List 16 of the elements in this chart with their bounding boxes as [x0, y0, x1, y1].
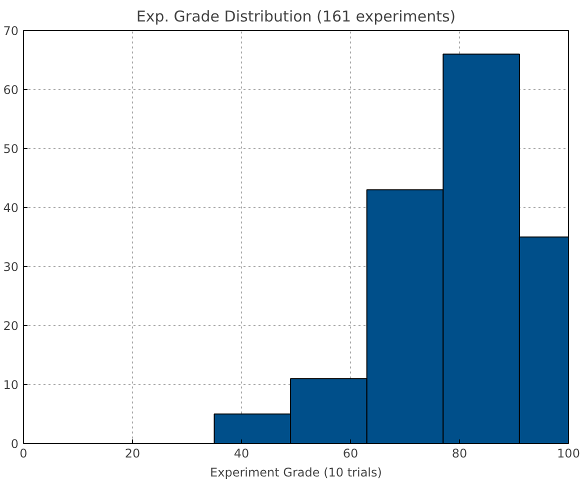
x-tick-label: 0	[20, 446, 28, 460]
y-tick-label: 50	[3, 142, 19, 156]
y-tick-label: 20	[3, 319, 19, 333]
x-tick-label: 100	[557, 446, 580, 460]
y-tick-label: 10	[3, 378, 19, 392]
y-tick-label: 0	[10, 437, 19, 451]
x-tick-label: 80	[452, 446, 468, 460]
chart-title: Exp. Grade Distribution (161 experiments)	[136, 8, 456, 26]
y-tick-label: 40	[3, 201, 19, 215]
x-axis-title: Experiment Grade (10 trials)	[210, 466, 382, 480]
x-tick-label: 20	[124, 446, 140, 460]
y-tick-label: 60	[3, 83, 19, 97]
x-tick-label: 60	[342, 446, 358, 460]
y-tick-label: 30	[3, 260, 19, 274]
y-tick-label: 70	[3, 24, 19, 38]
x-tick-label: 40	[234, 446, 250, 460]
